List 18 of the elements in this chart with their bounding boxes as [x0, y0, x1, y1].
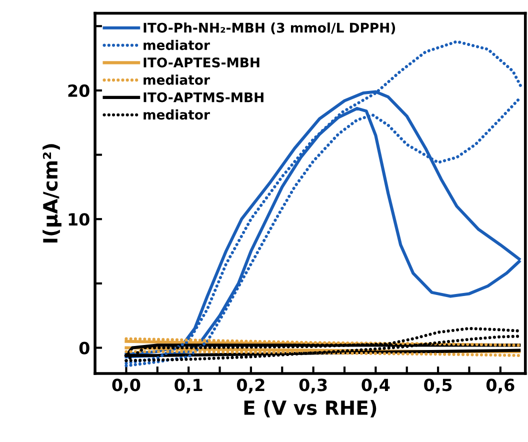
- legend-label: ITO-APTES-MBH: [144, 58, 260, 68]
- x-tick-label: 0,3: [299, 378, 327, 394]
- y-tick-label: 0: [79, 342, 90, 354]
- legend-label: mediator: [144, 74, 210, 85]
- x-tick-label: 0,1: [174, 378, 202, 394]
- y-tick-label: 20: [68, 84, 90, 98]
- x-tick-label: 0,5: [424, 378, 452, 394]
- legend-label: mediator: [144, 40, 210, 50]
- y-axis-title: I(μA/cm²): [42, 144, 62, 242]
- y-tick-label: 10: [68, 213, 90, 226]
- legend-label: ITO-APTMS-MBH: [144, 92, 264, 102]
- x-axis-title: E (V vs RHE): [244, 400, 376, 418]
- x-tick-label: 0,0: [112, 378, 140, 394]
- x-tick-label: 0,2: [236, 378, 264, 394]
- legend-label: ITO-Ph-NH₂-MBH (3 mmol/L DPPH): [144, 22, 396, 34]
- x-tick-label: 0,4: [362, 378, 390, 394]
- x-tick-label: 0,6: [486, 378, 514, 394]
- legend-label: mediator: [144, 109, 210, 120]
